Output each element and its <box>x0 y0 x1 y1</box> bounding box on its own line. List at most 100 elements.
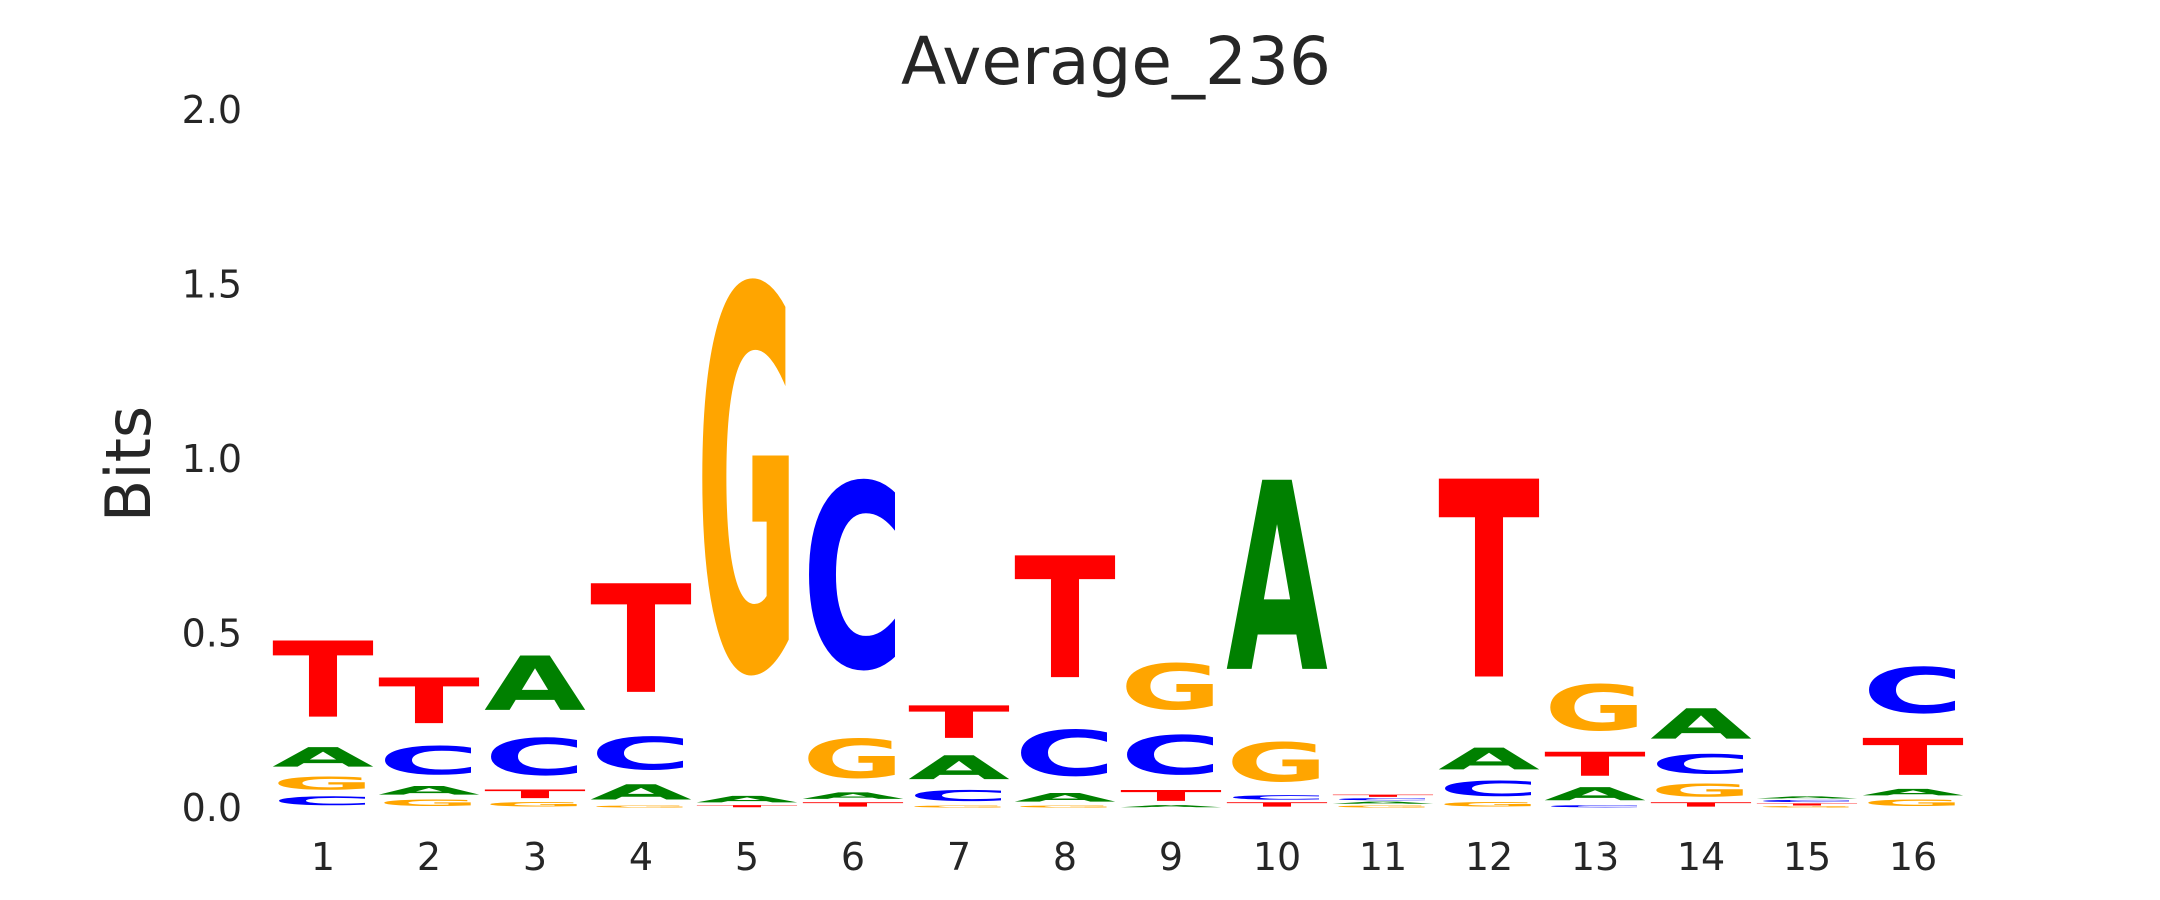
logo-letter-t: T <box>1438 425 1540 741</box>
logo-letter-a: A <box>378 784 480 798</box>
logo-letter-g: G <box>908 805 1010 808</box>
logo-letter-g: G <box>1544 673 1646 746</box>
logo-letter-g: G <box>1756 806 1858 808</box>
x-tick-label: 8 <box>1053 835 1077 879</box>
logo-letter-t: T <box>696 805 798 808</box>
logo-letter-t: T <box>1862 728 1964 787</box>
logo-letter-c: C <box>1332 798 1434 801</box>
logo-letter-t: T <box>1120 787 1222 804</box>
logo-letter-g: G <box>272 773 374 794</box>
logo-letter-g: G <box>1332 805 1434 808</box>
x-axis-ticks: 1 2 3 4 5 6 7 8 9 10 11 12 13 14 15 16 <box>311 835 1937 879</box>
logo-letter-c: C <box>272 794 374 808</box>
x-tick-label: 9 <box>1159 835 1183 879</box>
x-tick-label: 11 <box>1359 835 1407 879</box>
logo-letter-t: T <box>378 665 480 738</box>
logo-letter-a: A <box>908 749 1010 787</box>
y-tick-label: 1.5 <box>182 263 242 307</box>
logo-letter-c: C <box>1650 749 1752 780</box>
logo-letter-c: C <box>1438 777 1540 801</box>
logo-letter-c: C <box>1756 799 1858 802</box>
logo-letter-t: T <box>908 696 1010 748</box>
logo-letter-a: A <box>696 794 798 804</box>
y-tick-label: 2.0 <box>182 88 242 132</box>
logo-letter-g: G <box>1438 801 1540 808</box>
logo-letter-a: A <box>1756 796 1858 799</box>
logo-letter-c: C <box>590 728 692 780</box>
logo-letter-c: C <box>1544 805 1646 808</box>
logo-letter-c: C <box>1014 718 1116 791</box>
logo-letter-g: G <box>484 801 586 808</box>
logo-letter-c: C <box>802 432 904 727</box>
logo-letter-c: C <box>484 728 586 787</box>
logo-letter-g: G <box>1650 780 1752 801</box>
logo-letter-c: C <box>1862 655 1964 728</box>
chart-title: Average_236 <box>901 23 1331 100</box>
logo-letter-t: T <box>1650 801 1752 808</box>
logo-letter-c: C <box>378 739 480 784</box>
x-tick-label: 2 <box>417 835 441 879</box>
logo-letter-t: T <box>1756 803 1858 806</box>
logo-letter-c: C <box>908 787 1010 804</box>
logo-letter-a: A <box>1650 700 1752 749</box>
logo-letter-t: T <box>484 787 586 801</box>
x-tick-label: 12 <box>1465 835 1513 879</box>
logo-letter-g: G <box>1226 731 1328 794</box>
logo-letter-t: T <box>590 555 692 728</box>
logo-letter-g: G <box>802 728 904 791</box>
logo-letter-g: G <box>590 805 692 808</box>
y-tick-label: 0.0 <box>182 786 242 830</box>
logo-letter-c: C <box>1120 724 1222 787</box>
logo-letter-a: A <box>1544 784 1646 805</box>
logo-column: TAG <box>696 181 798 808</box>
logo-letter-a: A <box>1332 801 1434 804</box>
x-tick-label: 14 <box>1677 835 1725 879</box>
x-tick-label: 5 <box>735 835 759 879</box>
y-axis-ticks: 0.0 0.5 1.0 1.5 2.0 <box>182 88 242 830</box>
logo-letter-t: T <box>1544 746 1646 784</box>
logo-letter-t: T <box>802 801 904 808</box>
logo-letter-t: T <box>1226 801 1328 808</box>
y-tick-label: 1.0 <box>182 437 242 481</box>
logo-letter-g: G <box>378 798 480 808</box>
logo-letter-g: G <box>1862 798 1964 808</box>
logo-letter-a: A <box>1120 805 1222 808</box>
logo-letter-a: A <box>802 791 904 801</box>
logo-letter-t: T <box>272 621 374 742</box>
logo-letter-a: A <box>590 780 692 804</box>
logo-letter-a: A <box>484 641 586 728</box>
x-tick-label: 10 <box>1253 835 1301 879</box>
x-tick-label: 6 <box>841 835 865 879</box>
logo-letter-a: A <box>1014 791 1116 805</box>
x-tick-label: 16 <box>1889 835 1937 879</box>
logo-letter-a: A <box>272 742 374 773</box>
logo-stacks: CGATGACTGTCAGACTTAGTAGCGCATGACTATCGTCGAG… <box>272 181 1964 808</box>
logo-letter-g: G <box>1014 805 1116 808</box>
x-tick-label: 13 <box>1571 835 1619 879</box>
logo-letter-t: T <box>1332 794 1434 797</box>
logo-letter-g: G <box>1120 652 1222 725</box>
logo-letter-g: G <box>696 181 798 792</box>
logo-letter-a: A <box>1862 787 1964 797</box>
x-tick-label: 4 <box>629 835 653 879</box>
y-tick-label: 0.5 <box>182 612 242 656</box>
x-tick-label: 15 <box>1783 835 1831 879</box>
logo-letter-t: T <box>1014 523 1116 717</box>
logo-letter-a: A <box>1226 428 1328 731</box>
